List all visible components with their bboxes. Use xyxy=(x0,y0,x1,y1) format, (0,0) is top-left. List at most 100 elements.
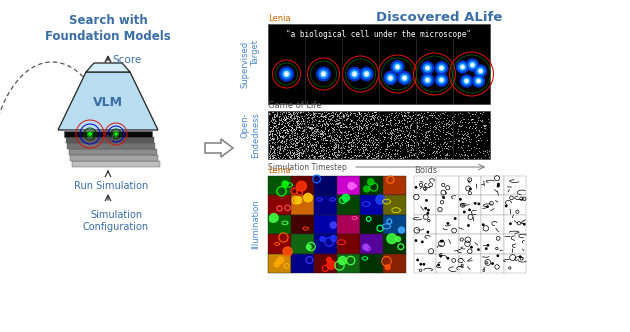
Point xyxy=(369,155,379,160)
Point xyxy=(463,134,473,139)
Point xyxy=(403,143,413,149)
Point xyxy=(346,156,357,161)
Text: Open-
Endedness: Open- Endedness xyxy=(241,112,260,158)
Point xyxy=(328,121,338,126)
Bar xyxy=(268,215,291,234)
Point xyxy=(306,148,316,153)
Point xyxy=(375,147,386,152)
Point xyxy=(447,129,457,134)
Point xyxy=(480,125,490,130)
Point xyxy=(290,127,301,132)
Bar xyxy=(268,24,490,104)
Circle shape xyxy=(426,200,427,201)
Point xyxy=(397,125,407,131)
Point xyxy=(361,119,371,124)
Point xyxy=(349,125,359,130)
Point xyxy=(292,130,302,135)
Point xyxy=(348,120,358,125)
Circle shape xyxy=(363,244,369,250)
Point xyxy=(268,139,278,144)
Point xyxy=(266,119,277,124)
Point xyxy=(365,114,375,119)
Point xyxy=(353,127,364,133)
Point xyxy=(442,140,452,146)
Point xyxy=(341,118,351,123)
Point xyxy=(307,129,318,134)
Point xyxy=(468,111,478,116)
Point xyxy=(374,152,384,157)
Point xyxy=(351,121,361,126)
Point xyxy=(367,112,377,118)
Point xyxy=(343,113,353,118)
Point xyxy=(303,114,313,120)
Point xyxy=(408,119,418,124)
Point xyxy=(457,138,467,143)
Point xyxy=(331,111,341,117)
Circle shape xyxy=(459,63,466,71)
Point xyxy=(462,117,472,122)
Point xyxy=(271,126,281,131)
Point xyxy=(359,130,369,135)
Point xyxy=(328,110,338,115)
Point xyxy=(327,138,337,144)
Point xyxy=(352,154,362,159)
Point xyxy=(308,122,318,127)
Point xyxy=(432,133,442,138)
Point xyxy=(348,142,358,148)
Point xyxy=(298,149,308,155)
Point xyxy=(310,146,320,151)
Point xyxy=(287,125,297,130)
Point xyxy=(338,124,348,130)
Point xyxy=(435,152,445,157)
Point xyxy=(459,137,469,142)
Point xyxy=(297,151,307,156)
Point xyxy=(408,134,418,139)
Point xyxy=(350,152,360,157)
Point xyxy=(308,133,318,138)
Point xyxy=(352,125,362,130)
Point xyxy=(320,113,330,119)
Point xyxy=(292,111,302,116)
Point xyxy=(375,115,385,120)
Point xyxy=(277,121,287,126)
Point xyxy=(368,146,378,152)
Point xyxy=(476,110,486,115)
Point xyxy=(275,140,285,145)
Point xyxy=(395,148,405,153)
Point xyxy=(341,113,352,118)
Point xyxy=(287,155,297,160)
Point xyxy=(268,137,278,142)
Point xyxy=(463,130,473,135)
Point xyxy=(394,127,404,132)
Point xyxy=(345,111,355,117)
Point xyxy=(324,132,334,138)
Point xyxy=(462,152,472,157)
Circle shape xyxy=(474,77,483,85)
Point xyxy=(433,143,443,148)
Point xyxy=(410,133,420,139)
Point xyxy=(295,110,306,115)
Point xyxy=(285,149,295,155)
Point xyxy=(268,132,278,137)
Point xyxy=(435,149,445,154)
Circle shape xyxy=(386,74,394,82)
Point xyxy=(462,148,472,153)
Point xyxy=(304,115,314,120)
Point xyxy=(287,115,297,121)
Point xyxy=(308,125,318,131)
Point xyxy=(403,133,413,138)
Point xyxy=(288,150,298,155)
Point xyxy=(307,132,317,138)
Point xyxy=(399,117,409,122)
Circle shape xyxy=(395,65,400,69)
Point xyxy=(430,114,440,120)
Circle shape xyxy=(425,78,430,82)
Point xyxy=(452,120,462,125)
Bar xyxy=(66,137,154,143)
Point xyxy=(479,123,489,128)
Point xyxy=(386,133,396,139)
Point xyxy=(360,147,370,153)
Circle shape xyxy=(467,225,469,226)
Point xyxy=(291,127,301,132)
Point xyxy=(321,145,331,150)
